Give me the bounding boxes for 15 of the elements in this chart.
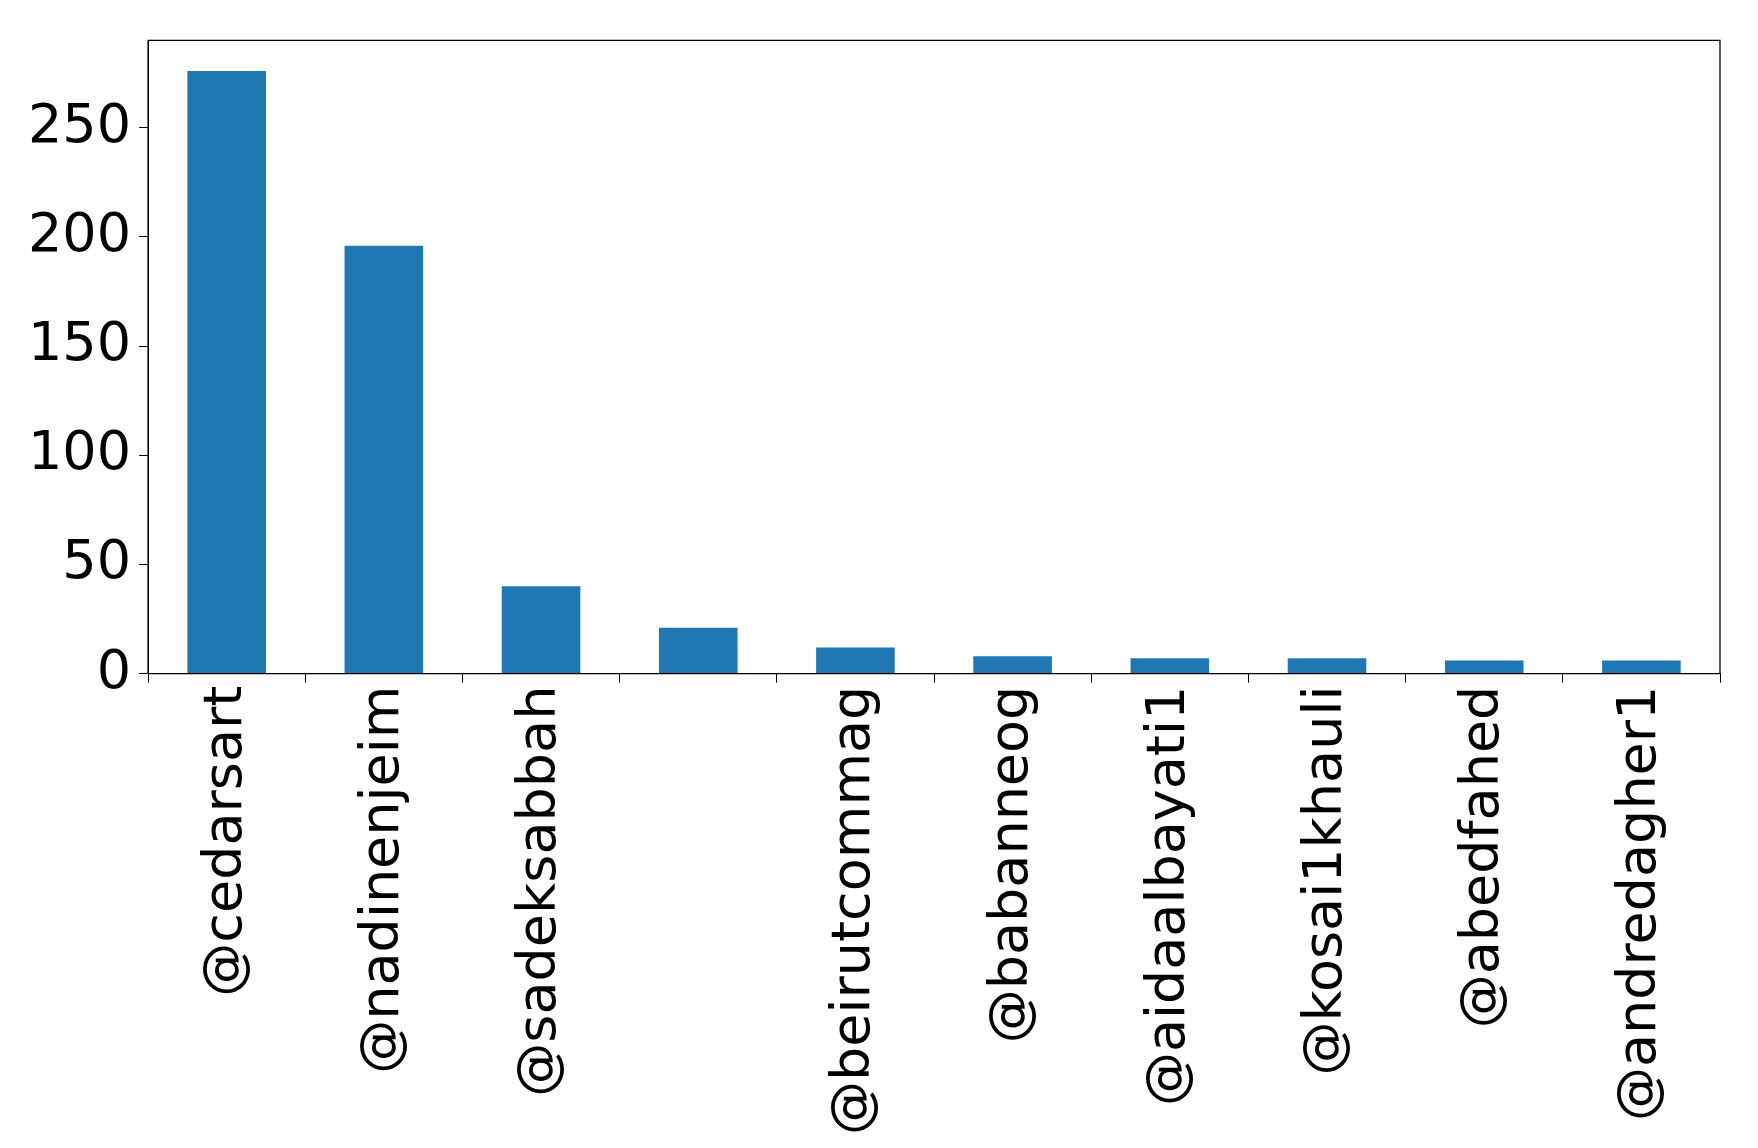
x-tick-label: @andredagher1 <box>1605 685 1669 1122</box>
y-tick-label: 0 <box>96 637 132 701</box>
y-tick-label: 50 <box>62 528 132 592</box>
y-tick-label: 250 <box>27 91 132 155</box>
x-tick-label: @nadinenjeim <box>347 685 411 1074</box>
y-tick-label: 150 <box>27 310 132 374</box>
x-tick-label: @sadeksabbah <box>505 685 569 1097</box>
x-tick-label: @babanneog <box>976 685 1040 1044</box>
x-tick-label: @abedfahed <box>1448 685 1512 1029</box>
x-tick-label: @cedarsart <box>190 685 254 997</box>
x-tick-label: @beirutcommag <box>819 685 883 1135</box>
y-tick-label: 100 <box>27 419 132 483</box>
x-tick-label: @kosai1khauli <box>1291 685 1355 1076</box>
x-tick-label: @aidaalbayati1 <box>1133 685 1197 1107</box>
y-tick-label: 200 <box>27 200 132 264</box>
